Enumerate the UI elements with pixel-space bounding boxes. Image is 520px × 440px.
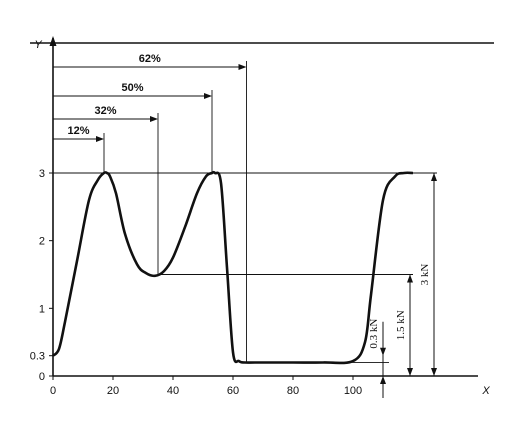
force-arrowhead xyxy=(407,368,413,376)
x-tick-label: 40 xyxy=(167,385,179,397)
percent-arrowhead xyxy=(238,64,247,70)
x-axis-label: X xyxy=(481,385,490,397)
x-tick-label: 60 xyxy=(227,385,239,397)
force-arrowhead xyxy=(431,172,437,181)
force-arrowhead xyxy=(380,347,386,356)
percent-arrowhead xyxy=(204,93,212,99)
y-tick-label: 2 xyxy=(39,236,45,248)
y-tick-label: 3 xyxy=(39,168,45,180)
force-label: 3 kN xyxy=(419,264,431,286)
y-tick-label: 0.3 xyxy=(30,351,45,363)
force-curve-line xyxy=(52,170,414,365)
force-arrowhead xyxy=(407,274,413,283)
curve-series xyxy=(52,170,414,365)
force-arrowhead xyxy=(431,368,437,376)
y-tick-label: 0 xyxy=(39,371,45,383)
percent-label: 50% xyxy=(121,82,143,94)
axes xyxy=(30,36,494,380)
x-tick-label: 80 xyxy=(287,385,299,397)
percent-arrowhead xyxy=(96,136,104,142)
y-axis-label: Y xyxy=(34,39,42,51)
percent-label: 62% xyxy=(139,53,161,65)
force-arrowhead xyxy=(380,376,386,384)
x-tick-label: 20 xyxy=(107,385,119,397)
percent-label: 32% xyxy=(94,105,116,117)
force-label: 0.3 kN xyxy=(368,319,380,349)
y-tick-label: 1 xyxy=(39,303,45,315)
percent-arrowhead xyxy=(150,116,158,122)
x-tick-label: 0 xyxy=(50,385,56,397)
y-axis-arrowhead xyxy=(49,36,57,46)
force-label: 1.5 kN xyxy=(395,310,407,340)
percent-label: 12% xyxy=(67,125,89,137)
labels: 0 20 40 60 80 100 0 0.3 1 2 3 X Y 12% 32% 50% 62% 0.3 kN 1… xyxy=(30,39,491,397)
x-tick-label: 100 xyxy=(344,385,362,397)
